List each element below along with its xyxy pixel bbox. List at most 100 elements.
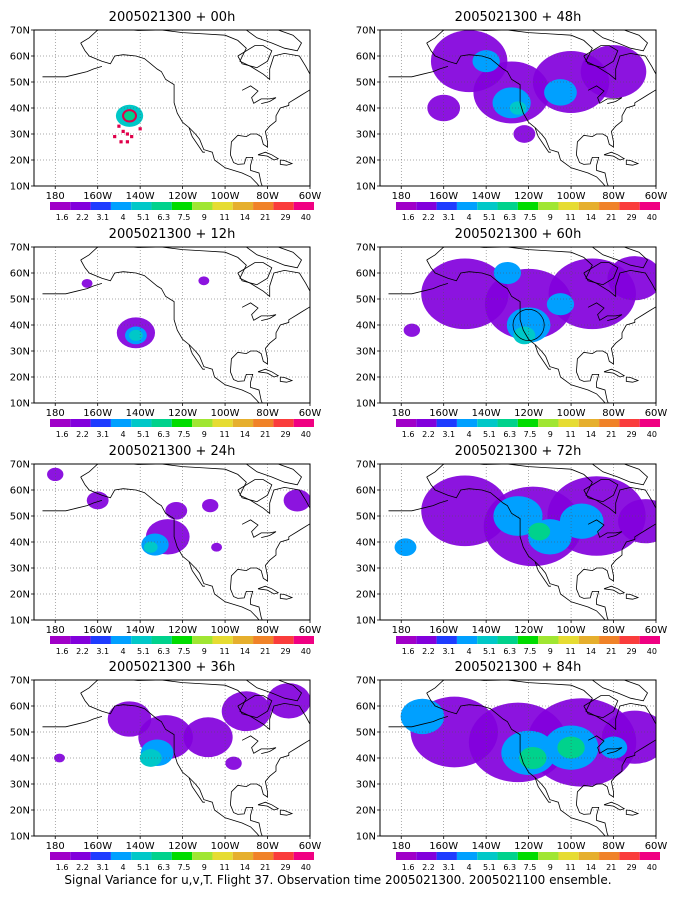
- colorbar-label: 3.1: [96, 863, 109, 872]
- y-tick-label: 60N: [10, 486, 30, 497]
- colorbar-swatch: [232, 419, 254, 427]
- colorbar-swatch: [131, 852, 152, 860]
- x-tick-label: 60W: [299, 408, 322, 419]
- coastline: [42, 716, 103, 728]
- x-tick-label: 100W: [557, 408, 586, 419]
- colorbar-label: 11: [566, 863, 576, 872]
- x-tick-label: 160W: [429, 841, 458, 852]
- y-tick-label: 10N: [356, 399, 376, 410]
- colorbar-swatch: [396, 636, 417, 644]
- variance-contour: [202, 498, 219, 513]
- y-tick-label: 20N: [356, 373, 376, 384]
- colorbar-label: 1.6: [402, 430, 415, 439]
- colorbar-swatch: [619, 202, 640, 210]
- colorbar-swatch: [293, 202, 314, 210]
- x-tick-label: 160W: [83, 841, 112, 852]
- colorbar-label: 5.1: [137, 430, 150, 439]
- y-tick-label: 10N: [10, 399, 30, 410]
- coastline: [188, 344, 205, 370]
- colorbar-label: 40: [301, 647, 311, 656]
- colorbar-label: 14: [586, 863, 596, 872]
- colorbar-label: 6.3: [503, 863, 516, 872]
- colorbar-label: 11: [566, 213, 576, 222]
- colorbar-swatch: [90, 636, 111, 644]
- colorbar-label: 4: [467, 647, 472, 656]
- colorbar-swatch: [90, 202, 111, 210]
- colorbar-swatch: [436, 636, 457, 644]
- x-tick-label: 160W: [83, 625, 112, 636]
- colorbar-label: 7.5: [524, 863, 537, 872]
- colorbar-label: 11: [220, 430, 230, 439]
- map-content: [34, 30, 310, 186]
- coastline: [241, 735, 277, 754]
- x-tick-label: 80W: [256, 625, 279, 636]
- colorbar-swatch: [192, 419, 213, 427]
- colorbar-swatch: [253, 636, 274, 644]
- coastline: [426, 692, 606, 836]
- coastline: [583, 479, 619, 503]
- colorbar-swatch: [538, 636, 559, 644]
- colorbar-swatch: [171, 852, 193, 860]
- colorbar-swatch: [253, 202, 274, 210]
- colorbar-label: 9: [548, 647, 553, 656]
- colorbar-label: 6.3: [157, 863, 170, 872]
- x-tick-label: 140W: [472, 625, 501, 636]
- x-tick-label: 100W: [557, 841, 586, 852]
- map-content: [380, 30, 656, 186]
- variance-contour: [211, 542, 223, 552]
- variance-contour: [198, 276, 210, 286]
- colorbar-label: 4: [121, 863, 126, 872]
- colorbar-swatch: [151, 636, 172, 644]
- colorbar-label: 11: [220, 213, 230, 222]
- coastline: [603, 151, 626, 161]
- colorbar-label: 5.1: [483, 213, 496, 222]
- colorbar-swatch: [273, 202, 294, 210]
- coastline: [625, 159, 640, 166]
- x-tick-label: 80W: [602, 408, 625, 419]
- y-tick-label: 70N: [356, 243, 376, 254]
- coastline: [625, 809, 640, 816]
- colorbar-label: 11: [220, 863, 230, 872]
- x-tick-label: 60W: [645, 191, 668, 202]
- y-tick-label: 30N: [356, 564, 376, 575]
- variance-contour: [493, 261, 522, 285]
- colorbar-label: 11: [220, 647, 230, 656]
- x-tick-label: 80W: [602, 191, 625, 202]
- colorbar-label: 6.3: [503, 430, 516, 439]
- coastline: [257, 151, 280, 161]
- colorbar-swatch: [151, 202, 172, 210]
- colorbar-swatch: [639, 852, 660, 860]
- colorbar-label: 1.6: [56, 863, 69, 872]
- variance-contour: [221, 691, 271, 732]
- colorbar-swatch: [151, 419, 172, 427]
- x-tick-label: 80W: [256, 841, 279, 852]
- x-tick-label: 60W: [645, 625, 668, 636]
- colorbar-label: 6.3: [503, 647, 516, 656]
- x-tick-label: 180: [392, 191, 411, 202]
- colorbar-swatch: [497, 419, 518, 427]
- colorbar-swatch: [477, 419, 498, 427]
- coastline: [42, 283, 103, 295]
- colorbar-swatch: [293, 852, 314, 860]
- colorbar-swatch: [171, 636, 193, 644]
- colorbar-label: 2.2: [76, 213, 89, 222]
- colorbar-swatch: [578, 419, 600, 427]
- coastline: [237, 45, 273, 69]
- coastline: [587, 85, 623, 104]
- coastline: [257, 368, 280, 378]
- colorbar-swatch: [578, 636, 600, 644]
- y-tick-label: 30N: [10, 780, 30, 791]
- x-tick-label: 60W: [299, 841, 322, 852]
- colorbar-label: 2.2: [76, 863, 89, 872]
- observation-point: [138, 127, 142, 131]
- coastline: [257, 801, 280, 811]
- y-tick-label: 20N: [356, 590, 376, 601]
- x-tick-label: 120W: [168, 191, 197, 202]
- colorbar-label: 14: [586, 213, 596, 222]
- coastline: [603, 368, 626, 378]
- colorbar-label: 29: [280, 863, 290, 872]
- colorbar-swatch: [477, 852, 498, 860]
- colorbar-label: 7.5: [178, 430, 191, 439]
- colorbar-label: 29: [280, 647, 290, 656]
- colorbar-label: 29: [626, 213, 636, 222]
